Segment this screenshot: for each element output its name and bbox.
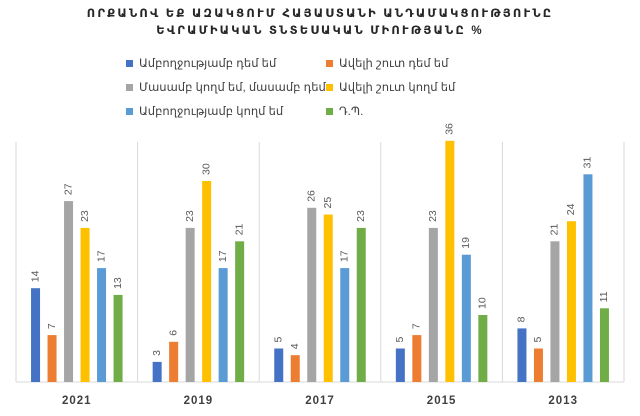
legend-label: Ամբողջությամբ կողմ եմ <box>139 106 284 118</box>
legend-item-series-2: Ավելի շուտ դեմ եմ <box>326 56 448 70</box>
data-label: 24 <box>565 203 577 215</box>
data-label: 19 <box>460 237 472 249</box>
bar-2015-series-6 <box>478 315 488 382</box>
bar-2021-series-2 <box>47 335 57 382</box>
bar-2019-series-2 <box>169 341 179 382</box>
data-label: 14 <box>29 270 41 282</box>
data-label: 31 <box>582 156 594 168</box>
bar-2017-series-5 <box>340 268 350 382</box>
bar-2015-series-4 <box>445 140 455 382</box>
legend-item-series-3: Մասամբ կողմ եմ, մասամբ դեմ <box>126 80 326 94</box>
bar-2019-series-1 <box>152 361 162 382</box>
legend-swatch <box>126 83 133 91</box>
legend-label: Մասամբ կողմ եմ, մասամբ դեմ <box>139 82 326 94</box>
data-label: 21 <box>233 223 245 235</box>
bar-2015-series-2 <box>412 335 422 382</box>
legend-swatch <box>326 107 333 115</box>
data-label: 6 <box>167 330 179 336</box>
data-label: 17 <box>339 250 351 262</box>
data-label: 10 <box>477 297 489 309</box>
category-label-2013: 2013 <box>548 395 578 407</box>
bar-2021-series-6 <box>113 294 123 382</box>
data-label: 3 <box>151 350 163 356</box>
data-label: 7 <box>411 323 423 329</box>
bar-2021-series-1 <box>31 288 41 382</box>
legend-item-series-5: Ամբողջությամբ կողմ եմ <box>126 104 283 118</box>
chart-title: ՈՐՔԱՆՈՎ ԵՔ ԱԶԱԿՑՈՒՄ ՀԱՅԱՍՏԱՆԻ ԱՆԴԱՄԱԿՑՈՒ… <box>0 6 640 40</box>
data-label: 21 <box>549 223 561 235</box>
bar-2013-series-4 <box>566 221 576 382</box>
bar-2017-series-2 <box>290 355 300 382</box>
data-label: 30 <box>200 163 212 175</box>
category-label-2017: 2017 <box>305 395 335 407</box>
data-label: 5 <box>394 337 406 343</box>
bar-2013-series-3 <box>550 241 560 382</box>
data-label: 25 <box>322 197 334 209</box>
bar-2013-series-6 <box>599 308 609 382</box>
data-label: 26 <box>306 190 318 202</box>
bar-2019-series-5 <box>218 268 228 382</box>
legend-item-series-4: Ավելի շուտ կողմ եմ <box>326 80 455 94</box>
chart-title-line-2: ԵՎՐԱՄԻԱԿԱՆ ՏՆՏԵՍԱԿԱՆ ՄԻՈՒԹՅԱՆԸ % <box>156 25 484 37</box>
data-label: 27 <box>62 183 74 195</box>
data-label: 23 <box>184 210 196 222</box>
legend-label: Ամբողջությամբ դեմ եմ <box>139 58 277 70</box>
bar-2015-series-5 <box>461 254 471 382</box>
legend-swatch <box>126 107 133 115</box>
bar-2017-series-3 <box>307 207 317 382</box>
data-label: 23 <box>355 210 367 222</box>
category-label-2021: 2021 <box>62 395 92 407</box>
bar-2019-series-3 <box>185 227 195 382</box>
data-label: 8 <box>516 316 528 322</box>
bar-2013-series-1 <box>517 328 527 382</box>
bar-2017-series-6 <box>356 227 366 382</box>
legend-swatch <box>126 59 133 67</box>
data-label: 17 <box>217 250 229 262</box>
bar-2013-series-5 <box>583 174 593 382</box>
legend-item-series-6: Դ.Պ. <box>326 104 363 118</box>
data-label: 7 <box>46 323 58 329</box>
data-label: 5 <box>532 337 544 343</box>
bar-2019-series-6 <box>235 241 245 382</box>
category-label-2019: 2019 <box>184 395 214 407</box>
bar-2017-series-4 <box>323 214 333 382</box>
bar-2021-series-5 <box>97 268 107 382</box>
data-label: 11 <box>598 291 610 302</box>
bar-2017-series-1 <box>274 348 284 382</box>
legend-swatch <box>326 83 333 91</box>
data-label: 23 <box>79 210 91 222</box>
legend-label: Ավելի շուտ դեմ եմ <box>339 58 449 70</box>
bar-2015-series-1 <box>395 348 405 382</box>
data-label: 36 <box>444 123 456 135</box>
data-label: 13 <box>112 277 124 289</box>
bar-2015-series-3 <box>428 227 438 382</box>
data-label: 5 <box>273 337 285 343</box>
data-label: 17 <box>95 250 107 262</box>
data-label: 4 <box>289 343 301 349</box>
bar-2021-series-3 <box>64 201 74 382</box>
legend-swatch <box>326 59 333 67</box>
chart-title-line-1: ՈՐՔԱՆՈՎ ԵՔ ԱԶԱԿՑՈՒՄ ՀԱՅԱՍՏԱՆԻ ԱՆԴԱՄԱԿՑՈՒ… <box>86 8 554 20</box>
category-label-2015: 2015 <box>427 395 457 407</box>
legend-label: Դ.Պ. <box>339 106 364 118</box>
bar-2019-series-4 <box>202 181 212 382</box>
bar-2021-series-4 <box>80 227 90 382</box>
data-label: 23 <box>427 210 439 222</box>
legend-label: Ավելի շուտ կողմ եմ <box>339 82 456 94</box>
legend-item-series-1: Ամբողջությամբ դեմ եմ <box>126 56 276 70</box>
bar-2013-series-2 <box>533 348 543 382</box>
